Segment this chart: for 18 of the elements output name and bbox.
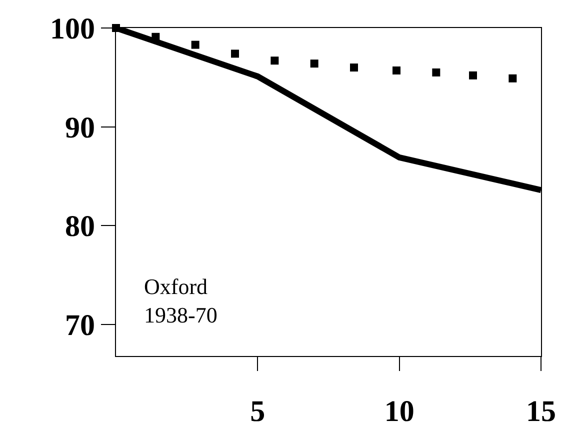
y-tick-label: 90 <box>65 111 95 144</box>
point <box>508 74 517 82</box>
point <box>152 32 160 41</box>
point <box>432 68 440 76</box>
point <box>191 40 200 49</box>
x-tick-label: 15 <box>526 395 556 428</box>
point <box>469 71 477 80</box>
y-tick-label: 100 <box>50 12 95 46</box>
point <box>392 66 400 74</box>
point <box>270 56 279 65</box>
y-tick-label: 80 <box>65 210 95 244</box>
point <box>310 60 318 68</box>
point <box>231 50 239 58</box>
x-tick-label: 5 <box>250 395 266 428</box>
y-tick-label: 70 <box>65 308 95 342</box>
point <box>350 64 358 72</box>
annotation: Oxford 1938-70 <box>144 274 218 328</box>
x-tick-label: 10 <box>384 395 414 428</box>
